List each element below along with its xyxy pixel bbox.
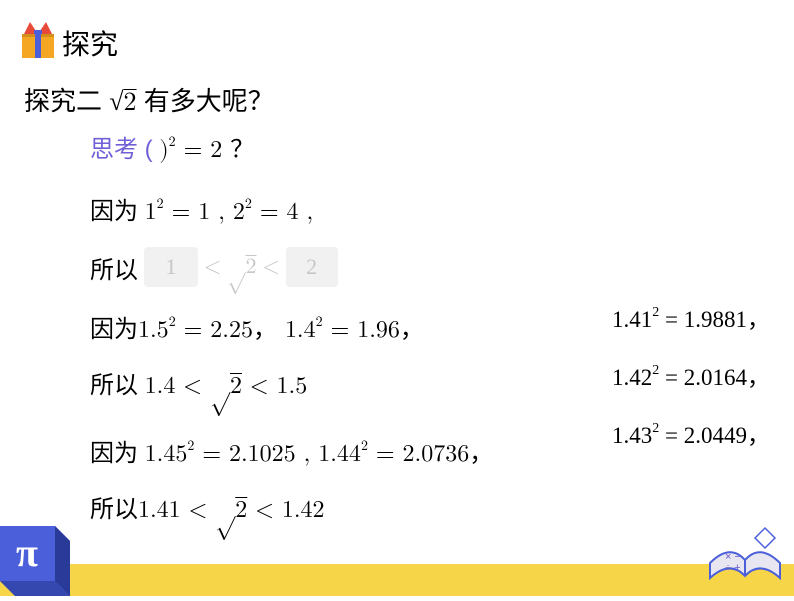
subtitle-prefix: 探究二 (24, 86, 102, 116)
r3-eq: = 2.0449， (659, 423, 770, 448)
sqrt-num-1: 2 (245, 256, 256, 278)
gift-icon (20, 20, 62, 65)
l6b-exp: 2 (361, 439, 368, 453)
l7a: 1.41 < (138, 498, 215, 522)
answer-box-2: 2 (286, 247, 338, 287)
r2-eq: = 2.0164， (659, 365, 770, 390)
answer-box-1: 1 (144, 247, 198, 287)
think-label: 思考 ( (90, 136, 159, 163)
think-paren: ) (159, 138, 168, 162)
expr2-eq: = 4 , (252, 200, 313, 224)
pi-icon: π (0, 511, 80, 596)
l4a-eq: = 2.25， (176, 318, 277, 342)
l6b-eq: = 2.0736， (368, 442, 493, 466)
r3-exp: 2 (652, 421, 659, 436)
l4b-base: 1.4 (285, 318, 316, 342)
sqrt-sym-2: √ (210, 374, 230, 398)
l4a-exp: 2 (169, 315, 176, 329)
r1-exp: 2 (652, 305, 659, 320)
expr1-eq: = 1 , (164, 200, 233, 224)
expr1-exp: 2 (157, 197, 164, 211)
subtitle-suffix: 有多大呢？ (144, 86, 274, 116)
l4b-eq: = 1.96， (323, 318, 424, 342)
because-label-2: 因为 (90, 316, 138, 343)
line-so-1: 所以 1 < √2 < 2 (90, 247, 794, 287)
side-calculations: 1.412 = 1.9881， 1.422 = 2.0164， 1.432 = … (612, 300, 770, 474)
subtitle: 探究二 √2 有多大呢？ (0, 65, 794, 119)
sqrt-sym-3: √ (215, 498, 235, 522)
book-icon: × − ÷ + (700, 518, 790, 588)
svg-text:÷ +: ÷ + (725, 562, 741, 574)
so-label-1: 所以 (90, 250, 138, 285)
svg-text:π: π (16, 530, 38, 575)
sqrt-radicand: 2 (124, 90, 137, 116)
r1-base: 1.41 (612, 307, 652, 332)
r2-exp: 2 (652, 363, 659, 378)
l5a: 1.4 < (145, 374, 210, 398)
l6a-exp: 2 (187, 439, 194, 453)
l4b-exp: 2 (316, 315, 323, 329)
expr2-exp: 2 (245, 197, 252, 211)
l7b: < 1.42 (247, 498, 324, 522)
lt-2: < (262, 254, 279, 280)
sqrt-symbol: √ (109, 87, 123, 116)
sqrt-num-3: 2 (235, 498, 247, 522)
sqrt-sym-1: √ (227, 256, 245, 278)
page-title: 探究 (62, 23, 118, 63)
think-exp: 2 (169, 135, 176, 149)
think-eq: = 2 ？ (176, 138, 255, 162)
footer-bar (0, 564, 794, 596)
r3-base: 1.43 (612, 423, 652, 448)
line-so-3: 所以1.41 < √2 < 1.42 (90, 489, 794, 525)
line-because-1: 因为 12 = 1 , 22 = 4 , (90, 191, 794, 227)
r1-eq: = 1.9881， (659, 307, 770, 332)
because-label: 因为 (90, 198, 145, 225)
so-label-3: 所以 (90, 496, 138, 523)
because-label-3: 因为 (90, 440, 145, 467)
l4a-base: 1.5 (138, 318, 169, 342)
l6b-base: 1.44 (318, 442, 361, 466)
l5b: < 1.5 (242, 374, 307, 398)
side-row-2: 1.422 = 2.0164， (612, 358, 770, 392)
lt-1: < (204, 254, 221, 280)
expr1-base: 1 (145, 200, 157, 224)
sqrt-num-2: 2 (230, 374, 242, 398)
side-row-3: 1.432 = 2.0449， (612, 416, 770, 450)
r2-base: 1.42 (612, 365, 652, 390)
l6a-eq: = 2.1025 , (194, 442, 318, 466)
side-row-1: 1.412 = 1.9881， (612, 300, 770, 334)
l6a-base: 1.45 (145, 442, 188, 466)
think-line: 思考 ( )2 = 2 ？ (90, 129, 794, 165)
so-label-2: 所以 (90, 372, 145, 399)
expr2-base: 2 (233, 200, 245, 224)
